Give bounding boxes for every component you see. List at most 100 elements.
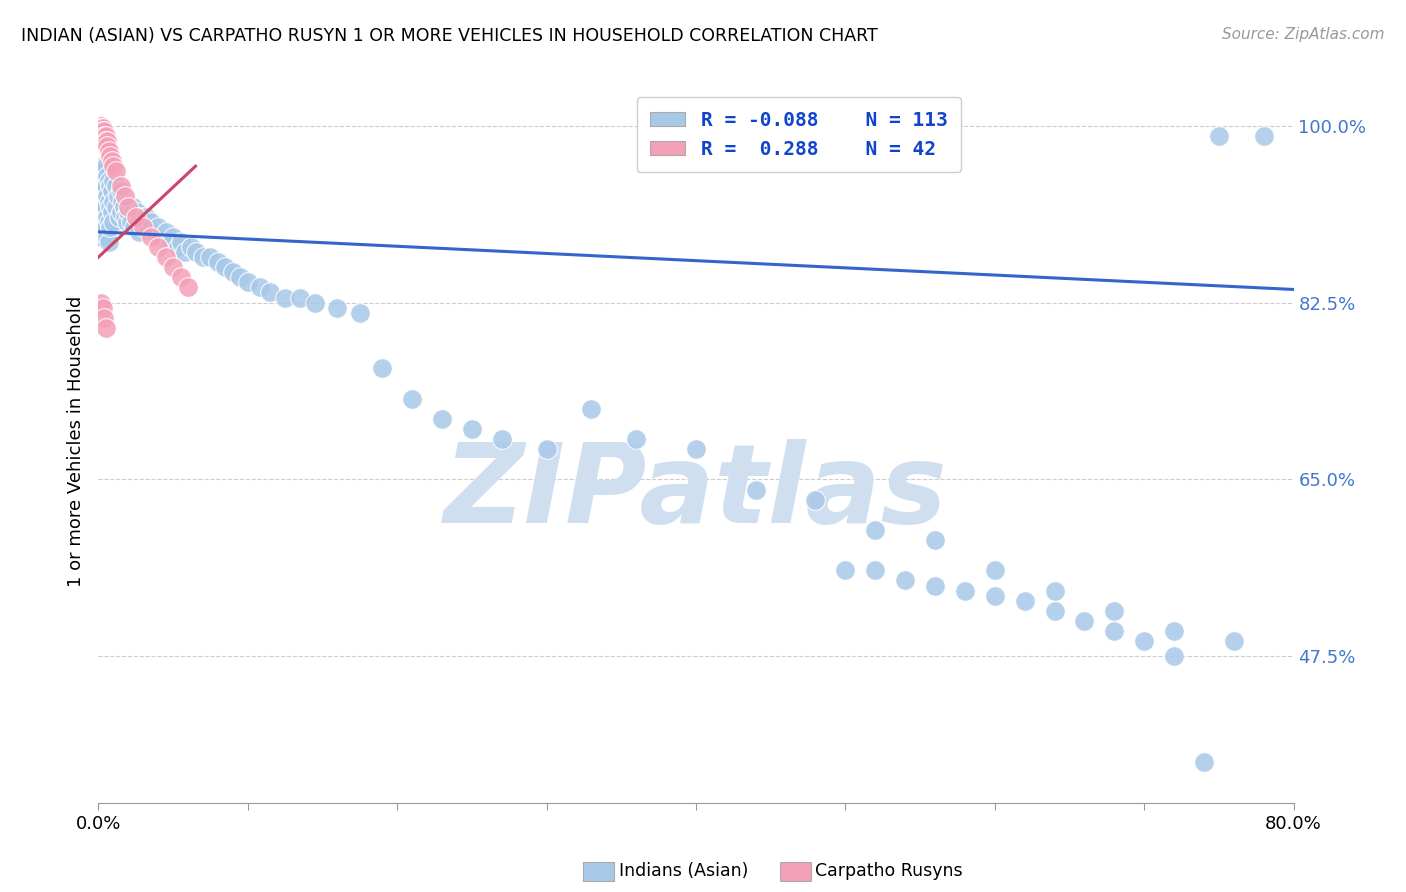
Point [98, 219, 122, 234]
Point [184, 245, 207, 260]
Point [150, 230, 173, 244]
Point [1253, 128, 1275, 143]
Point [94, 219, 117, 234]
Point [207, 255, 229, 269]
Point [93, 310, 115, 325]
Point [98, 200, 122, 214]
Legend: R = -0.088    N = 113, R =  0.288    N = 42: R = -0.088 N = 113, R = 0.288 N = 42 [637, 97, 962, 172]
Point [139, 230, 162, 244]
Point [117, 204, 139, 219]
Point [117, 200, 139, 214]
Point [89, 119, 111, 133]
Point [135, 210, 157, 224]
Point [214, 260, 236, 275]
Point [115, 215, 138, 229]
Point [98, 149, 122, 163]
Point [865, 523, 887, 537]
Point [745, 483, 768, 497]
Point [349, 306, 371, 320]
Point [191, 250, 214, 264]
Point [177, 280, 200, 294]
Text: Carpatho Rusyns: Carpatho Rusyns [815, 863, 963, 880]
Point [93, 225, 115, 239]
Point [91, 301, 114, 315]
Point [94, 128, 117, 143]
Point [89, 128, 111, 143]
Point [685, 442, 707, 456]
Point [274, 291, 297, 305]
Point [401, 392, 423, 406]
Point [162, 260, 184, 275]
Point [249, 280, 271, 294]
Point [169, 235, 191, 249]
Point [288, 291, 311, 305]
Y-axis label: 1 or more Vehicles in Household: 1 or more Vehicles in Household [66, 296, 84, 587]
Point [96, 134, 118, 148]
Point [155, 225, 177, 239]
Point [107, 189, 129, 203]
Point [93, 204, 115, 219]
Point [804, 492, 827, 507]
Point [155, 250, 177, 264]
Point [1014, 593, 1036, 607]
Point [90, 189, 112, 203]
Point [124, 219, 146, 234]
Point [89, 124, 111, 138]
Point [371, 361, 394, 376]
Point [103, 159, 125, 173]
Point [114, 189, 136, 203]
Point [236, 276, 259, 290]
Point [1163, 624, 1185, 638]
Point [91, 179, 114, 194]
Point [834, 563, 856, 577]
Point [93, 134, 115, 148]
Point [120, 215, 142, 229]
Point [89, 119, 111, 133]
Point [90, 210, 112, 224]
Point [128, 225, 150, 239]
Point [1192, 756, 1215, 770]
Point [984, 589, 1007, 603]
Point [96, 230, 118, 244]
Point [112, 200, 135, 214]
Point [1104, 624, 1126, 638]
Text: Indians (Asian): Indians (Asian) [619, 863, 748, 880]
Point [148, 240, 170, 254]
Point [103, 194, 125, 209]
Point [94, 200, 117, 214]
Point [1133, 634, 1156, 648]
Point [94, 134, 117, 148]
Point [924, 578, 946, 592]
Point [94, 159, 117, 173]
Point [96, 189, 118, 203]
Point [93, 128, 115, 143]
Point [93, 124, 115, 138]
Point [984, 563, 1007, 577]
Point [139, 215, 162, 229]
Text: INDIAN (ASIAN) VS CARPATHO RUSYN 1 OR MORE VEHICLES IN HOUSEHOLD CORRELATION CHA: INDIAN (ASIAN) VS CARPATHO RUSYN 1 OR MO… [21, 27, 877, 45]
Text: Source: ZipAtlas.com: Source: ZipAtlas.com [1222, 27, 1385, 42]
Point [430, 412, 453, 426]
Point [101, 154, 124, 169]
Point [169, 270, 191, 285]
Point [103, 215, 125, 229]
Point [94, 179, 117, 194]
Point [111, 194, 134, 209]
Point [626, 432, 648, 446]
Point [89, 185, 111, 199]
Text: ZIPatlas: ZIPatlas [444, 439, 948, 546]
Point [90, 120, 112, 135]
Point [894, 574, 917, 588]
Point [103, 174, 125, 188]
Point [91, 200, 114, 214]
Point [924, 533, 946, 547]
Point [93, 164, 115, 178]
Point [174, 245, 197, 260]
Point [180, 240, 202, 254]
Point [91, 159, 114, 173]
Point [108, 210, 131, 224]
Point [136, 219, 159, 234]
Point [91, 134, 114, 148]
Point [461, 422, 484, 436]
Point [953, 583, 976, 598]
